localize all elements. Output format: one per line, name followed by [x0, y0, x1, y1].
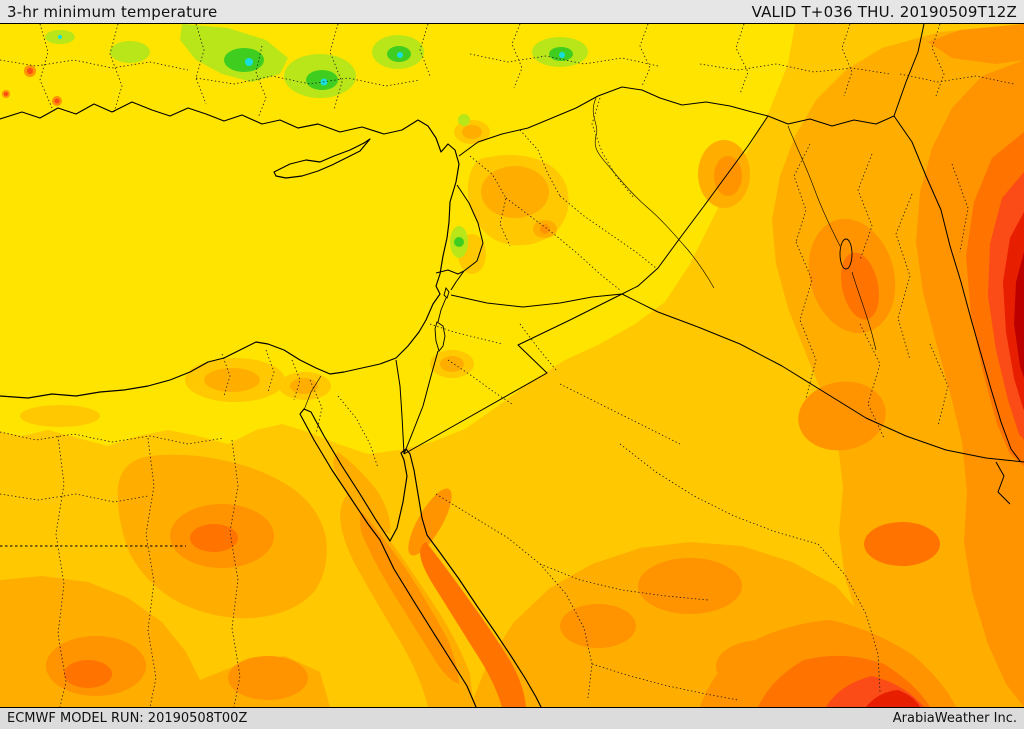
model-run-label: ECMWF MODEL RUN: 20190508T00Z — [7, 711, 248, 726]
admin-boundaries — [0, 23, 1015, 708]
map-title: 3-hr minimum temperature — [7, 2, 218, 21]
valid-time-label: VALID T+036 THU. 20190509T12Z — [751, 2, 1017, 21]
footer-bar: ECMWF MODEL RUN: 20190508T00Z ArabiaWeat… — [0, 707, 1024, 729]
cyprus-coastline — [273, 138, 371, 179]
lake-tharthar — [839, 238, 853, 270]
country-borders — [0, 23, 1024, 547]
temperature-map — [0, 23, 1024, 708]
dead-sea-galilee — [434, 287, 450, 352]
attribution-label: ArabiaWeather Inc. — [892, 711, 1017, 726]
cold-patches-layer — [45, 24, 588, 258]
weather-map-svg — [0, 23, 1024, 708]
suez-canal — [303, 375, 322, 411]
temperature-fill-layer — [0, 24, 1024, 707]
header-bar: 3-hr minimum temperature VALID T+036 THU… — [0, 0, 1024, 24]
rivers — [592, 97, 877, 351]
